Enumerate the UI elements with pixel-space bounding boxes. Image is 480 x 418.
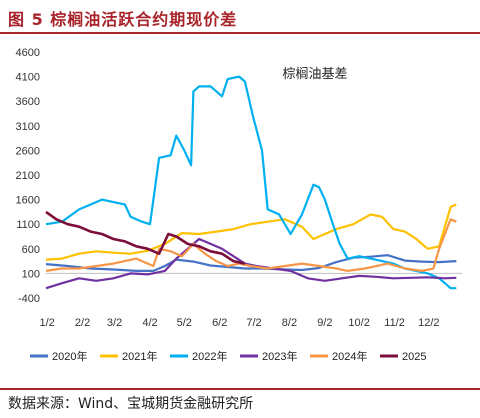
y-tick-label: 3600 bbox=[16, 96, 40, 108]
data-source-note: 数据来源：Wind、宝城期货金融研究所 bbox=[8, 396, 254, 412]
x-tick-label: 7/2 bbox=[246, 317, 261, 329]
y-tick-label: -400 bbox=[18, 293, 40, 305]
x-tick-label: 6/2 bbox=[212, 317, 227, 329]
y-tick-label: 100 bbox=[22, 268, 40, 280]
legend-label: 2023年 bbox=[262, 349, 297, 363]
legend-label: 2024年 bbox=[332, 349, 367, 363]
y-tick-label: 4600 bbox=[16, 47, 40, 59]
figure-title: 图 5 棕榈油活跃合约期现价差 bbox=[8, 10, 238, 29]
y-tick-label: 1100 bbox=[16, 219, 40, 231]
legend-label: 2020年 bbox=[52, 349, 87, 363]
series-line-2 bbox=[45, 203, 457, 261]
series-line-3 bbox=[45, 75, 457, 290]
legend-label: 2021年 bbox=[122, 349, 157, 363]
x-tick-label: 3/2 bbox=[107, 317, 122, 329]
x-tick-label: 12/2 bbox=[418, 317, 439, 329]
x-tick-label: 10/2 bbox=[348, 317, 369, 329]
legend-label: 2025 bbox=[402, 351, 426, 363]
y-tick-label: 2600 bbox=[16, 145, 40, 157]
x-tick-label: 2/2 bbox=[75, 317, 90, 329]
x-tick-label: 4/2 bbox=[142, 317, 157, 329]
chart-annotation: 棕榈油基差 bbox=[282, 67, 347, 82]
series-line-4 bbox=[45, 237, 457, 290]
title-rule bbox=[0, 32, 480, 34]
x-tick-label: 11/2 bbox=[384, 317, 405, 329]
y-tick-label: 3100 bbox=[16, 121, 40, 133]
series-line-1 bbox=[45, 254, 457, 272]
source-rule bbox=[0, 388, 480, 390]
series-line-6 bbox=[45, 210, 246, 265]
x-tick-label: 9/2 bbox=[317, 317, 332, 329]
basis-line-chart: -400 100 600 1100 1600 2100 2600 3100 3600 4100 46… bbox=[16, 47, 462, 363]
x-tick-label: 5/2 bbox=[177, 317, 192, 329]
x-tick-label: 8/2 bbox=[282, 317, 297, 329]
x-tick-label: 1/2 bbox=[39, 317, 54, 329]
y-tick-label: 600 bbox=[22, 244, 40, 256]
y-tick-label: 4100 bbox=[16, 72, 40, 84]
y-tick-label: 1600 bbox=[16, 195, 40, 207]
legend-label: 2022年 bbox=[192, 349, 227, 363]
y-tick-label: 2100 bbox=[16, 170, 40, 182]
